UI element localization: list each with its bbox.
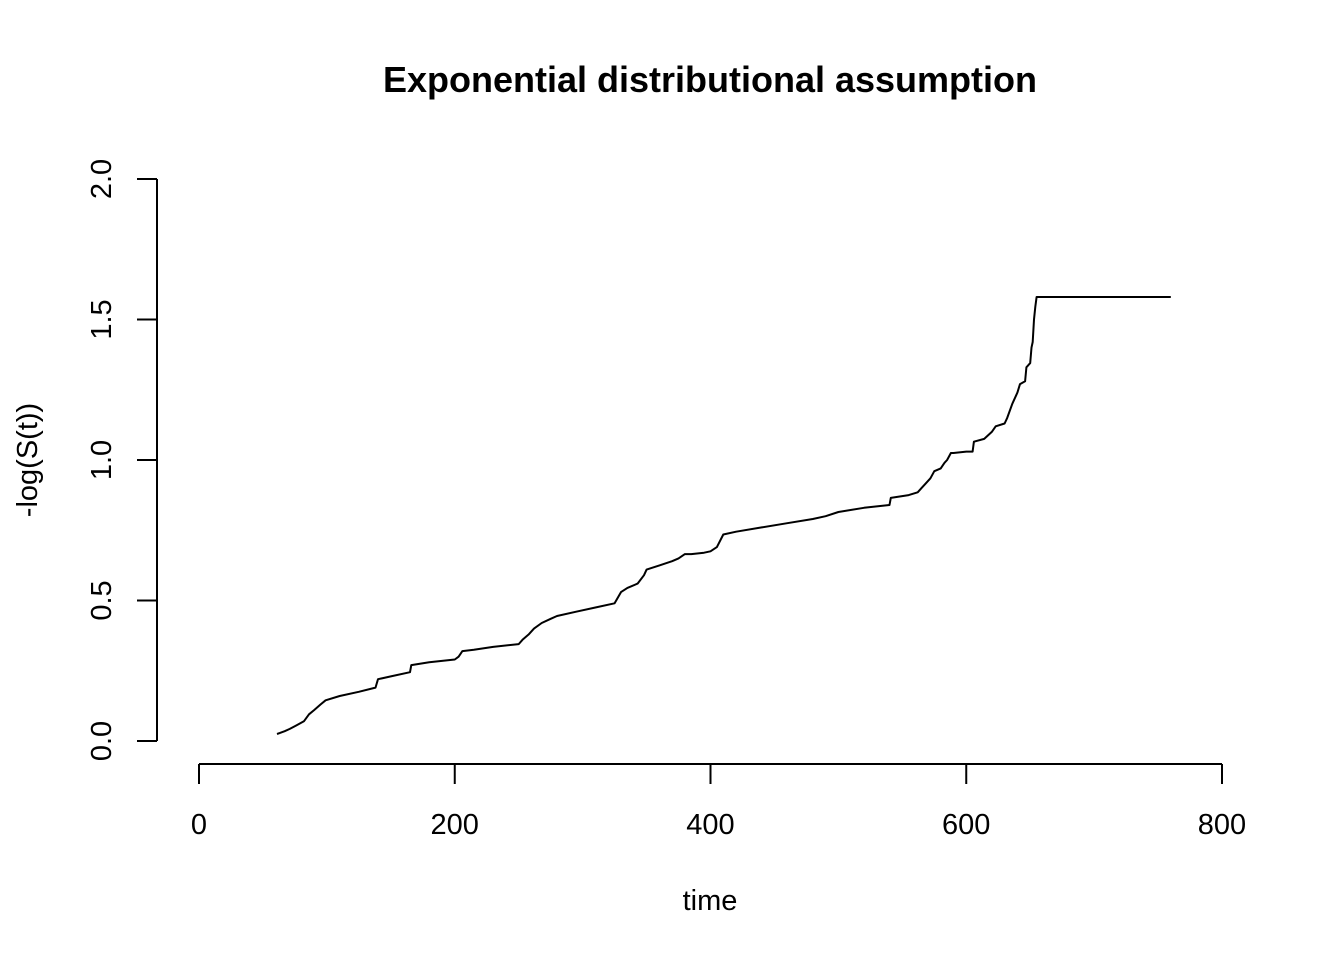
x-tick-label: 0 <box>191 809 207 841</box>
x-tick-label: 400 <box>686 809 734 841</box>
y-tick-label: 2.0 <box>86 159 118 199</box>
x-axis-ticks: 0 200 400 600 800 <box>191 764 1246 841</box>
y-tick-label: 1.0 <box>86 440 118 480</box>
x-axis-label: time <box>683 885 738 917</box>
chart-title: Exponential distributional assumption <box>383 59 1037 100</box>
y-axis-label: -log(S(t)) <box>12 403 44 517</box>
x-tick-label: 600 <box>942 809 990 841</box>
x-tick-label: 800 <box>1198 809 1246 841</box>
y-tick-label: 1.5 <box>86 299 118 339</box>
y-tick-label: 0.5 <box>86 580 118 620</box>
y-tick-label: 0.0 <box>86 721 118 761</box>
series-group <box>276 296 1171 735</box>
x-tick-label: 200 <box>431 809 479 841</box>
series-line <box>276 296 1171 735</box>
y-axis-ticks: 0.0 0.5 1.0 1.5 2.0 <box>86 159 157 761</box>
